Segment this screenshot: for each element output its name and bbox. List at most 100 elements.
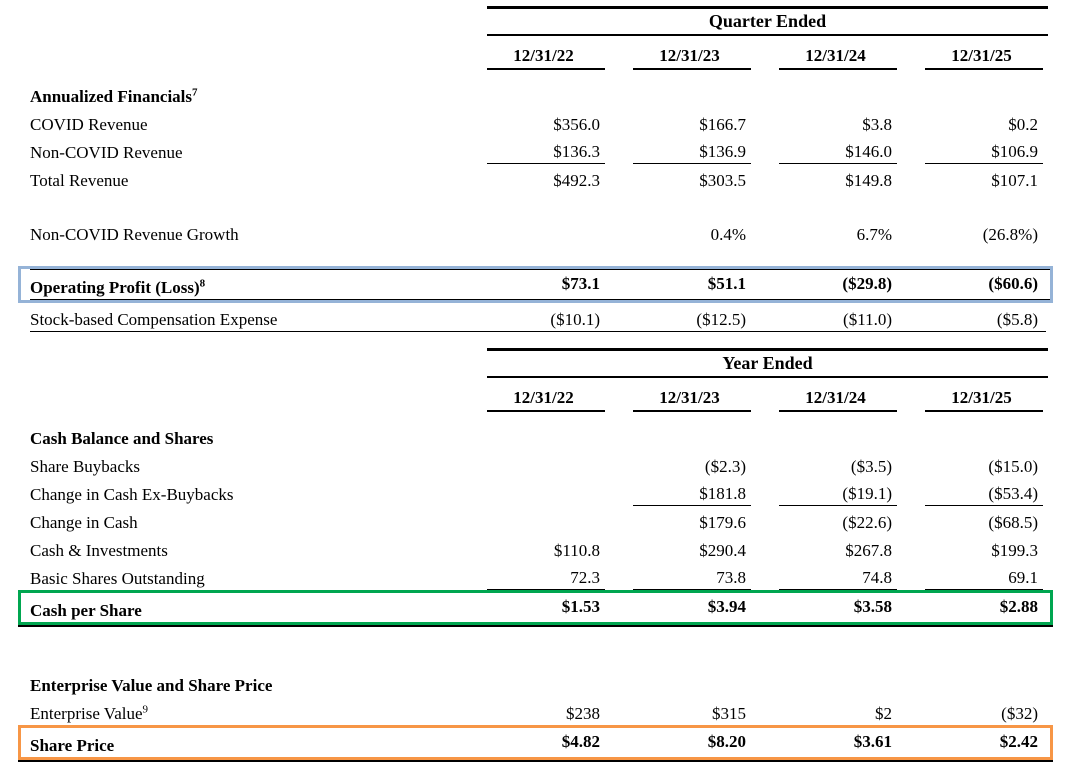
value-cell: $146.0 xyxy=(779,142,897,164)
row-label-text: Annualized Financials xyxy=(30,87,193,106)
value-cell: ($29.8) xyxy=(842,274,892,293)
value-cell: $315 xyxy=(712,704,746,723)
value-cell: $136.9 xyxy=(633,142,751,164)
value-cell: ($2.3) xyxy=(704,457,746,476)
footnote-ref-7: 7 xyxy=(192,86,198,99)
row-label: Non-COVID Revenue xyxy=(30,143,183,162)
row-label: Enterprise Value and Share Price xyxy=(30,676,273,695)
value-cell: $3.94 xyxy=(707,597,746,616)
row-label-text: Enterprise Value xyxy=(30,704,143,723)
value-cell: ($19.1) xyxy=(779,484,897,506)
year-column-headers: 12/31/22 12/31/23 12/31/24 12/31/25 xyxy=(30,378,1071,412)
row-annualized-financials: Annualized Financials7 xyxy=(30,80,1071,108)
row-label: Operating Profit (Loss)8 xyxy=(30,278,487,299)
column-header-12-31-25: 12/31/25 xyxy=(925,46,1043,70)
row-change-in-cash-ex-buybacks: Change in Cash Ex-Buybacks $181.8 ($19.1… xyxy=(30,478,1071,506)
value-cell: 6.7% xyxy=(856,225,892,244)
value-cell: $4.82 xyxy=(561,732,600,751)
row-label-text: Operating Profit (Loss) xyxy=(30,278,200,297)
row-label: Cash Balance and Shares xyxy=(30,429,214,448)
column-header-12-31-23: 12/31/23 xyxy=(633,46,751,70)
quarter-column-headers: 12/31/22 12/31/23 12/31/24 12/31/25 xyxy=(30,36,1071,70)
value-cell: ($5.8) xyxy=(996,310,1038,329)
empty-cell xyxy=(30,411,487,412)
column-header-12-31-24: 12/31/24 xyxy=(779,388,897,412)
cash-per-share-bottom-rule xyxy=(18,625,1053,627)
value-cell: 69.1 xyxy=(925,568,1043,590)
value-cell xyxy=(487,477,605,478)
value-cell: 72.3 xyxy=(487,568,605,590)
row-label: COVID Revenue xyxy=(30,115,148,134)
value-cell: ($32) xyxy=(1001,704,1038,723)
row-covid-revenue: COVID Revenue $356.0 $166.7 $3.8 $0.2 xyxy=(30,108,1071,136)
value-cell: $107.1 xyxy=(991,171,1038,190)
value-cell: $3.61 xyxy=(853,732,892,751)
row-label: Total Revenue xyxy=(30,171,129,190)
row-label: Change in Cash Ex-Buybacks xyxy=(30,485,234,504)
value-cell: ($22.6) xyxy=(842,513,892,532)
value-cell: $356.0 xyxy=(553,115,600,134)
value-cell: $51.1 xyxy=(707,274,746,293)
value-cell: ($68.5) xyxy=(988,513,1038,532)
value-cell: ($12.5) xyxy=(696,310,746,329)
value-cell: $110.8 xyxy=(553,541,600,560)
value-cell: ($11.0) xyxy=(843,310,892,329)
row-change-in-cash: Change in Cash $179.6 ($22.6) ($68.5) xyxy=(30,506,1071,534)
row-stock-based-compensation: Stock-based Compensation Expense ($10.1)… xyxy=(30,303,1071,331)
column-header-12-31-22: 12/31/22 xyxy=(487,46,605,70)
row-label: Non-COVID Revenue Growth xyxy=(30,225,239,244)
row-cash-and-investments: Cash & Investments $110.8 $290.4 $267.8 … xyxy=(30,534,1071,562)
value-cell: 0.4% xyxy=(710,225,746,244)
value-cell: $136.3 xyxy=(487,142,605,164)
value-cell: $2.88 xyxy=(999,597,1038,616)
quarter-ended-title: Quarter Ended xyxy=(487,6,1048,36)
row-share-buybacks: Share Buybacks ($2.3) ($3.5) ($15.0) xyxy=(30,450,1071,478)
value-cell: (26.8%) xyxy=(982,225,1038,244)
value-cell: $2.42 xyxy=(999,732,1038,751)
row-share-price: Share Price $4.82 $8.20 $3.61 $2.42 xyxy=(30,728,1050,757)
value-cell: $238 xyxy=(566,704,600,723)
value-cell: $267.8 xyxy=(845,541,892,560)
row-enterprise-value-and-share-price: Enterprise Value and Share Price xyxy=(30,669,1071,697)
value-cell: $8.20 xyxy=(707,732,746,751)
value-cell: 73.8 xyxy=(633,568,751,590)
value-cell: ($3.5) xyxy=(850,457,892,476)
share-price-bottom-rule xyxy=(18,760,1053,762)
value-cell: $303.5 xyxy=(699,171,746,190)
row-total-revenue: Total Revenue $492.3 $303.5 $149.8 $107.… xyxy=(30,164,1071,192)
value-cell: $73.1 xyxy=(561,274,600,293)
value-cell: $149.8 xyxy=(845,171,892,190)
value-cell: 74.8 xyxy=(779,568,897,590)
financial-table-sheet: Quarter Ended 12/31/22 12/31/23 12/31/24… xyxy=(18,6,1071,762)
value-cell xyxy=(487,533,605,534)
value-cell: ($53.4) xyxy=(925,484,1043,506)
value-cell: $166.7 xyxy=(699,115,746,134)
row-label: Cash & Investments xyxy=(30,541,168,560)
value-cell: $106.9 xyxy=(925,142,1043,164)
value-cell: ($60.6) xyxy=(988,274,1038,293)
row-basic-shares-outstanding: Basic Shares Outstanding 72.3 73.8 74.8 … xyxy=(30,562,1071,590)
quarter-table-bottom-rule xyxy=(30,331,1046,332)
row-label: Share Buybacks xyxy=(30,457,141,476)
cash-per-share-highlight-box: Cash per Share $1.53 $3.94 $3.58 $2.88 xyxy=(18,590,1053,625)
value-cell: ($10.1) xyxy=(550,310,600,329)
row-label: Stock-based Compensation Expense xyxy=(30,310,278,329)
row-label: Enterprise Value9 xyxy=(30,704,487,725)
value-cell: $3.8 xyxy=(862,115,892,134)
row-label: Change in Cash xyxy=(30,513,138,532)
column-header-12-31-22: 12/31/22 xyxy=(487,388,605,412)
row-label: Cash per Share xyxy=(30,601,142,620)
share-price-highlight-box: Share Price $4.82 $8.20 $3.61 $2.42 xyxy=(18,725,1053,760)
row-label: Share Price xyxy=(30,736,115,755)
footnote-ref-8: 8 xyxy=(199,277,206,290)
column-header-12-31-23: 12/31/23 xyxy=(633,388,751,412)
row-non-covid-revenue: Non-COVID Revenue $136.3 $136.9 $146.0 $… xyxy=(30,136,1071,164)
value-cell: $290.4 xyxy=(699,541,746,560)
value-cell xyxy=(487,505,605,506)
row-operating-profit: Operating Profit (Loss)8 $73.1 $51.1 ($2… xyxy=(30,269,1050,300)
column-header-12-31-25: 12/31/25 xyxy=(925,388,1043,412)
row-cash-balance-and-shares: Cash Balance and Shares xyxy=(30,422,1071,450)
row-label: Annualized Financials7 xyxy=(30,87,487,108)
value-cell: $181.8 xyxy=(633,484,751,506)
operating-profit-highlight-box: Operating Profit (Loss)8 $73.1 $51.1 ($2… xyxy=(18,266,1053,303)
